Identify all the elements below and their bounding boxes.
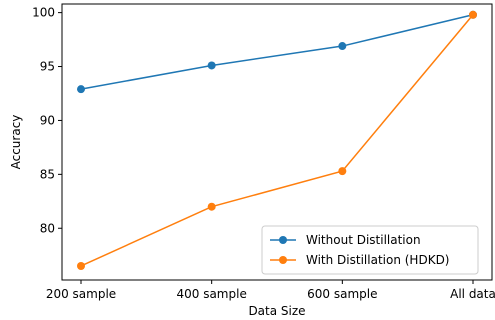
x-tick-label: 400 sample xyxy=(176,287,246,301)
x-tick-label: 600 sample xyxy=(307,287,377,301)
data-point xyxy=(469,10,477,19)
data-point xyxy=(338,42,347,51)
series-line-2 xyxy=(80,14,474,267)
y-axis-title: Accuracy xyxy=(9,115,23,170)
y-tick-label: 90 xyxy=(40,113,55,127)
legend: Without Distillation With Distillation (H… xyxy=(261,225,479,275)
legend-label-2: With Distillation (HDKD) xyxy=(306,253,449,267)
series-line-1 xyxy=(80,14,474,90)
x-tick-label: 200 sample xyxy=(46,287,116,301)
data-point xyxy=(338,167,347,176)
y-tick-label: 80 xyxy=(40,221,55,235)
legend-marker-1 xyxy=(279,236,287,244)
data-point xyxy=(207,61,216,70)
data-point xyxy=(77,261,85,270)
legend-box xyxy=(261,225,479,275)
y-tick-label: 95 xyxy=(40,60,55,74)
x-axis: 200 sample 400 sample 600 sample All data xyxy=(46,280,495,301)
y-axis: 80 85 90 95 100 xyxy=(32,6,62,235)
legend-marker-2 xyxy=(279,256,287,264)
y-tick-label: 100 xyxy=(32,6,55,20)
data-point xyxy=(77,85,85,94)
y-tick-label: 85 xyxy=(40,167,55,181)
series-layer xyxy=(77,10,477,270)
data-point xyxy=(207,202,216,211)
x-tick-label: All data xyxy=(450,287,495,301)
legend-label-1: Without Distillation xyxy=(306,233,421,247)
x-axis-title: Data Size xyxy=(248,304,305,318)
